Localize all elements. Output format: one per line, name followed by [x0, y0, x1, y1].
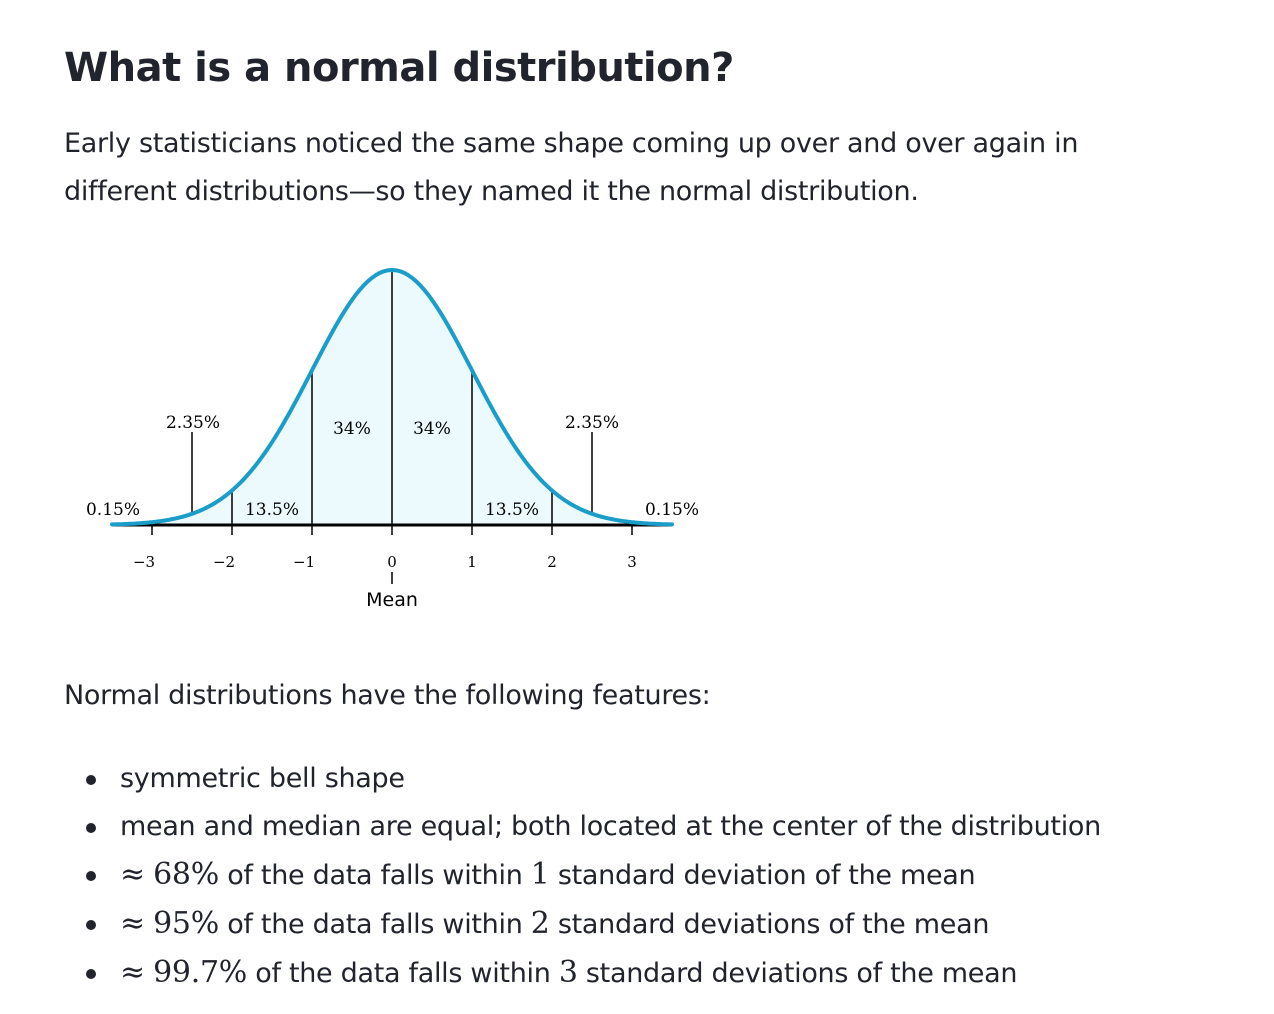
bullet-icon [86, 969, 96, 979]
approx-symbol: ≈ [120, 955, 145, 990]
features-intro: Normal distributions have the following … [64, 680, 711, 711]
list-item: ≈ 95% of the data falls within 2 standar… [64, 900, 1101, 949]
feature-number: 2 [530, 906, 550, 941]
region-label: 13.5% [245, 500, 299, 520]
feature-text: standard deviations of the mean [549, 909, 990, 940]
region-label: 34% [413, 419, 451, 439]
feature-percent: 95% [153, 906, 219, 941]
intro-line-2: different distributions—so they named it… [64, 176, 919, 207]
feature-text: standard deviation of the mean [549, 860, 976, 891]
list-item: mean and median are equal; both located … [64, 803, 1101, 851]
tick-label: 0 [387, 553, 397, 571]
feature-number: 1 [530, 857, 550, 892]
feature-percent: 68% [153, 857, 219, 892]
intro-line-1: Early statisticians noticed the same sha… [64, 128, 1079, 159]
region-label: 0.15% [645, 500, 699, 520]
page-title: What is a normal distribution? [64, 45, 734, 91]
bullet-icon [86, 775, 96, 785]
region-label: 0.15% [86, 500, 140, 520]
region-label: 34% [333, 419, 371, 439]
feature-percent: 99.7% [153, 955, 247, 990]
region-label: 2.35% [565, 413, 619, 433]
list-item: symmetric bell shape [64, 755, 1101, 803]
bullet-icon [86, 920, 96, 930]
mean-label: Mean [366, 589, 418, 611]
bell-curve [110, 267, 674, 527]
features-list: symmetric bell shape mean and median are… [64, 755, 1101, 998]
feature-number: 3 [558, 955, 578, 990]
intro-paragraph: Early statisticians noticed the same sha… [64, 120, 1204, 216]
feature-text: of the data falls within [246, 958, 559, 989]
approx-symbol: ≈ [120, 906, 145, 941]
list-item: ≈ 68% of the data falls within 1 standar… [64, 851, 1101, 900]
list-item: ≈ 99.7% of the data falls within 3 stand… [64, 949, 1101, 998]
feature-text: of the data falls within [218, 860, 531, 891]
feature-text: mean and median are equal; both located … [120, 811, 1101, 842]
bullet-icon [86, 871, 96, 881]
feature-text: symmetric bell shape [120, 763, 405, 794]
bullet-icon [86, 823, 96, 833]
tick-label: −1 [293, 553, 315, 571]
tick-label: 2 [547, 553, 557, 571]
feature-text: of the data falls within [218, 909, 531, 940]
tick-label: −2 [213, 553, 235, 571]
tick-label: −3 [133, 553, 155, 571]
approx-symbol: ≈ [120, 857, 145, 892]
tick-label: 1 [467, 553, 477, 571]
area-fill [112, 270, 672, 525]
feature-text: standard deviations of the mean [577, 958, 1018, 989]
tick-label: 3 [627, 553, 637, 571]
region-label: 13.5% [485, 500, 539, 520]
region-label: 2.35% [166, 413, 220, 433]
